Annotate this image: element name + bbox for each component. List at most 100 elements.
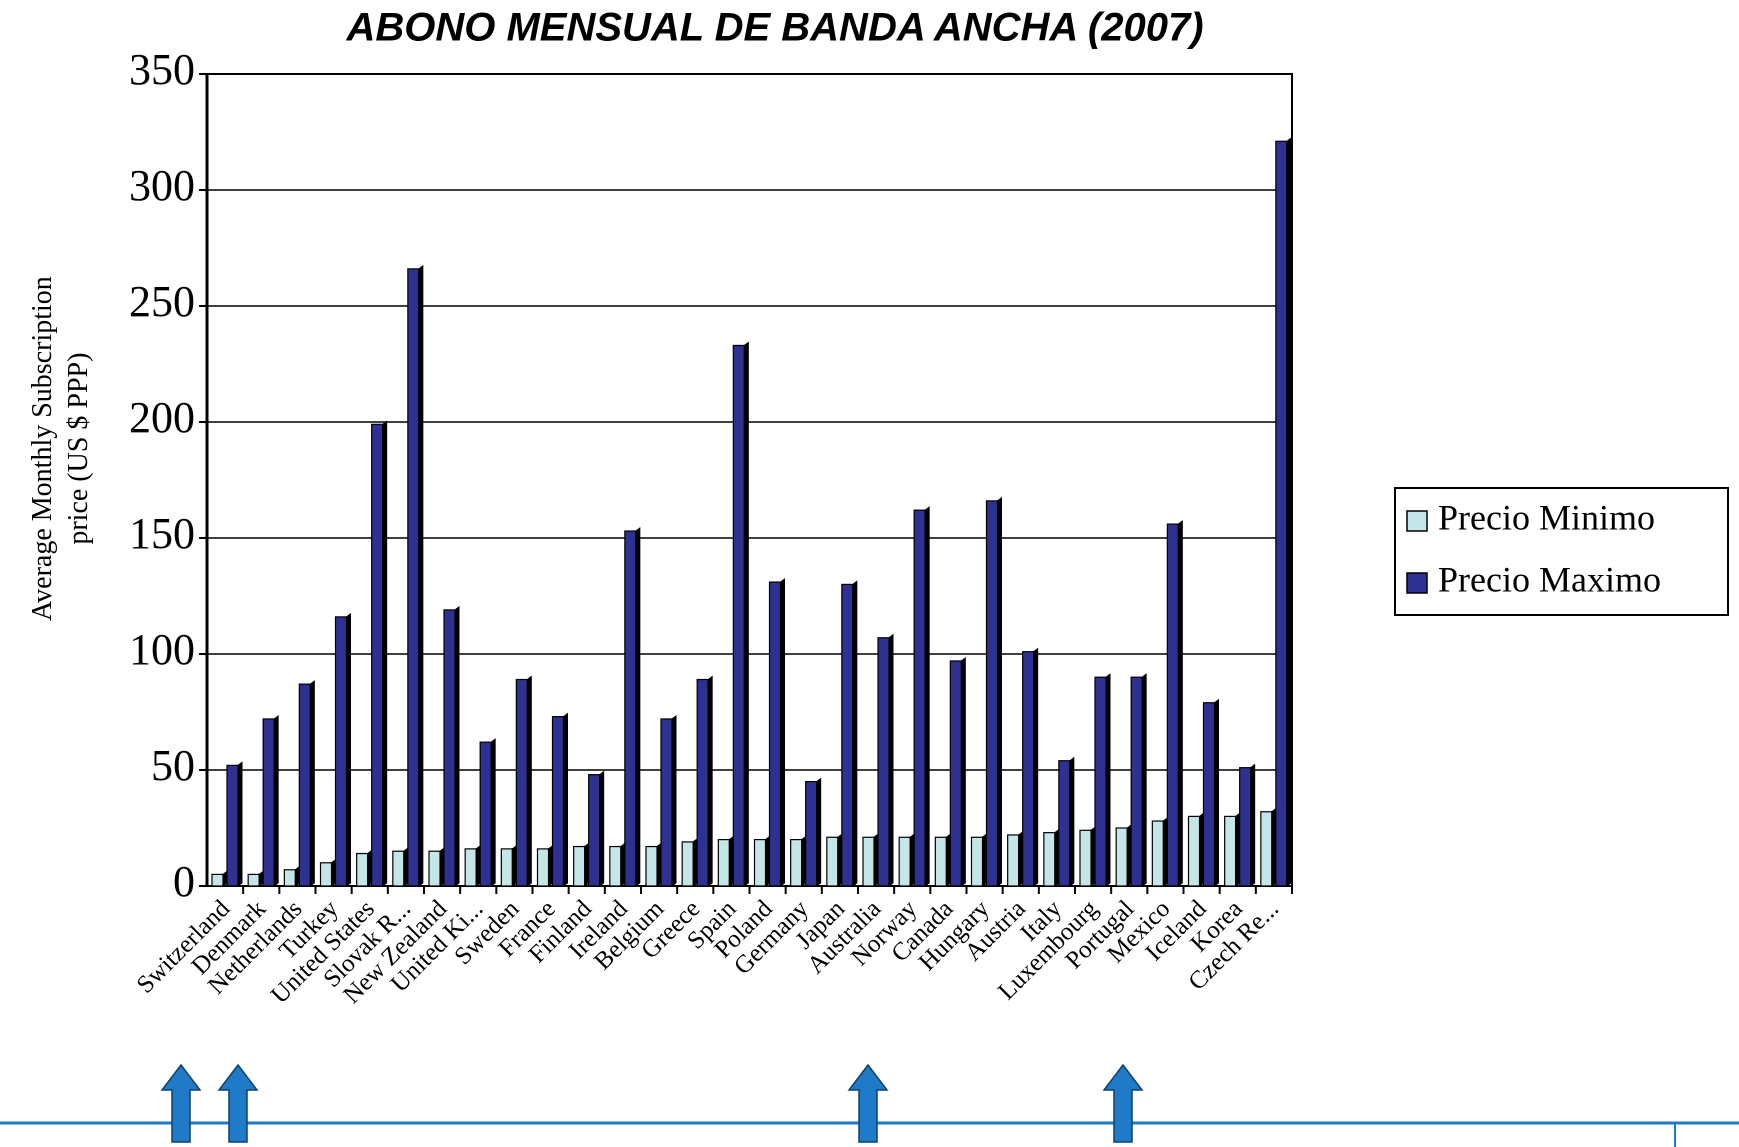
legend-label: Precio Minimo	[1438, 497, 1655, 537]
bar	[500, 848, 513, 887]
chart-title: ABONO MENSUAL DE BANDA ANCHA (2007)	[345, 6, 1203, 50]
bar-side	[1214, 698, 1219, 887]
bar-side	[852, 580, 858, 887]
bar	[1094, 676, 1107, 887]
bar	[1130, 676, 1143, 887]
bar-side	[1250, 763, 1256, 887]
bar-side	[1141, 673, 1147, 887]
bar	[536, 848, 550, 887]
bar	[1022, 651, 1035, 887]
arrow	[847, 1063, 889, 1143]
bar	[753, 838, 767, 887]
arrow	[217, 1063, 259, 1143]
bar	[1224, 815, 1237, 887]
bar-side	[1033, 647, 1039, 887]
bar-side	[1286, 137, 1292, 887]
bar-side	[707, 675, 713, 887]
bar-side	[237, 761, 243, 887]
bar	[588, 774, 601, 887]
arrow	[1102, 1063, 1144, 1143]
bar	[970, 836, 984, 887]
bar	[949, 660, 962, 887]
bar-side	[743, 341, 749, 887]
y-axis-label: Average Monthly Subscription price (US $ …	[27, 276, 94, 621]
bar	[551, 716, 565, 887]
bar-side	[222, 870, 228, 887]
bar	[356, 852, 369, 887]
bar-side	[294, 865, 300, 887]
y-tick-label: 200	[129, 393, 195, 442]
legend-swatch	[1406, 510, 1428, 532]
bar	[660, 718, 673, 887]
bar	[211, 873, 224, 887]
bar-side	[635, 527, 641, 887]
bar-side	[924, 506, 930, 887]
bar	[913, 509, 926, 887]
bar	[645, 845, 658, 887]
bar	[985, 500, 999, 887]
bar-side	[475, 844, 481, 887]
bar	[1058, 760, 1071, 887]
y-tick-label: 350	[129, 45, 195, 94]
bar	[1043, 832, 1056, 887]
bar	[1187, 815, 1201, 887]
y-tick-label: 100	[129, 625, 195, 674]
bar-side	[1105, 673, 1111, 887]
bar	[1007, 834, 1020, 887]
y-tick-label: 250	[129, 277, 195, 326]
bar-side	[418, 264, 424, 887]
bar	[609, 845, 622, 887]
bar	[717, 838, 730, 887]
bar	[392, 850, 405, 887]
bar-side	[382, 420, 388, 887]
bar	[407, 268, 420, 887]
bar-side	[526, 675, 532, 887]
bar-side	[780, 578, 785, 887]
bar	[841, 583, 854, 887]
legend-swatch	[1406, 572, 1428, 594]
bar-side	[1069, 756, 1075, 887]
y-tick-label: 300	[129, 161, 195, 210]
bar	[732, 344, 745, 887]
bar	[862, 836, 875, 887]
bar-side	[403, 847, 409, 887]
bar	[1275, 140, 1288, 887]
y-tick-label: 0	[173, 857, 195, 906]
bar-side	[1177, 520, 1183, 887]
bar-side	[1018, 830, 1024, 887]
bar	[1202, 702, 1216, 887]
bar	[624, 530, 637, 887]
y-tick-label: 150	[129, 509, 195, 558]
bar	[298, 683, 311, 887]
bar	[877, 637, 890, 887]
bar	[768, 581, 782, 887]
bar-side	[997, 496, 1002, 887]
bar	[826, 836, 839, 887]
bar-side	[671, 714, 677, 887]
bar	[283, 869, 296, 887]
bar	[515, 678, 528, 887]
bar	[805, 780, 818, 887]
bar-side	[563, 712, 568, 887]
bar-side	[258, 870, 264, 887]
bar-side	[273, 714, 279, 887]
bar	[790, 838, 803, 887]
bar	[262, 718, 275, 887]
bar-side	[599, 770, 605, 887]
bar	[1166, 523, 1179, 887]
bar	[226, 764, 239, 887]
arrow	[160, 1063, 202, 1143]
bar	[1151, 820, 1164, 887]
bar-side	[331, 858, 336, 887]
bar	[334, 616, 348, 887]
y-axis-label-line: price (US $ PPP)	[63, 353, 94, 545]
bar	[479, 741, 492, 887]
legend-label: Precio Maximo	[1438, 559, 1661, 599]
y-tick-label: 50	[151, 741, 195, 790]
bar	[934, 836, 947, 887]
bar-side	[888, 633, 894, 887]
bar	[696, 678, 709, 887]
bar	[681, 841, 694, 887]
bar	[1260, 811, 1273, 887]
bar	[319, 862, 333, 887]
